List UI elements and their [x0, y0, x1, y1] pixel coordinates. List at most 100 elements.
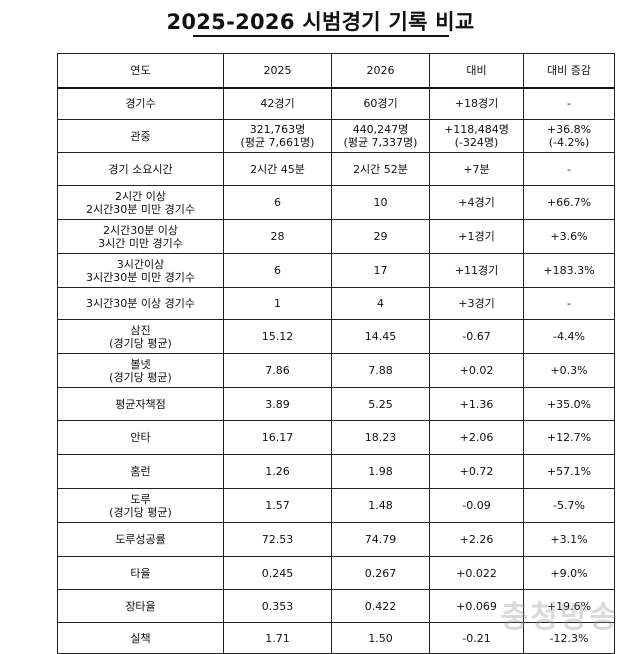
- table-row: 타율 0.245 0.267 +0.022 +9.0%: [57, 556, 615, 590]
- diff-value-cell: +0.72: [429, 454, 524, 489]
- value-2025: 15.12: [261, 330, 294, 343]
- row-label-line-1: 도루: [130, 492, 151, 506]
- change-percent: +35.0%: [546, 397, 592, 411]
- change-percent-cell: -12.3%: [523, 622, 615, 654]
- diff-value: +2.06: [459, 431, 494, 444]
- diff-value: +2.26: [459, 533, 494, 546]
- value-2025: 6: [274, 196, 281, 209]
- value-2026-cell: 4: [331, 287, 430, 320]
- change-percent-cell: +35.0%: [523, 387, 615, 421]
- change-percent: +0.3%: [550, 364, 588, 377]
- value-2025-cell: 15.12: [223, 319, 332, 354]
- row-label: 도루성공률: [115, 533, 166, 546]
- value-2025-cell: 28: [223, 219, 332, 254]
- diff-value: +3경기: [458, 297, 495, 310]
- value-2026-cell: 60경기: [331, 87, 430, 120]
- row-label-cell: 볼넷 (경기당 평균): [57, 353, 224, 388]
- change-percent-cell: +19.6%: [523, 589, 615, 623]
- diff-value: +18경기: [454, 97, 499, 111]
- change-percent: -: [567, 162, 571, 176]
- value-2025-cell: 321,763명 (평균 7,661명): [223, 119, 332, 153]
- value-2026-cell: 0.267: [331, 556, 430, 590]
- row-label-line-1: 2시간30분 이상: [102, 223, 179, 237]
- row-label-line-2: (경기당 평균): [109, 370, 172, 384]
- diff-value: +7분: [463, 162, 490, 176]
- row-label-line-1: 2시간 이상: [115, 189, 166, 203]
- change-percent: +12.7%: [546, 431, 592, 444]
- row-label-line-2: 3시간30분 미만 경기수: [86, 270, 195, 284]
- change-percent: +66.7%: [546, 196, 592, 209]
- value-2026: 14.45: [364, 330, 397, 343]
- row-label-line-2: (경기당 평균): [109, 505, 172, 519]
- diff-value-line-1: +118,484명: [444, 123, 509, 136]
- diff-value-cell: -0.09: [429, 488, 524, 523]
- row-label-cell: 도루성공률: [57, 522, 224, 557]
- value-2025-cell: 1.71: [223, 622, 332, 654]
- value-2025-cell: 1.57: [223, 488, 332, 523]
- change-percent: +183.3%: [543, 264, 595, 277]
- row-label: 실책: [130, 631, 151, 645]
- value-2026: 18.23: [364, 431, 397, 444]
- value-2025-cell: 2시간 45분: [223, 152, 332, 186]
- row-label: 평균자책점: [115, 397, 166, 411]
- value-2025-cell: 1: [223, 287, 332, 320]
- row-label-cell: 삼진 (경기당 평균): [57, 319, 224, 354]
- row-label-cell: 경기수: [57, 87, 224, 120]
- value-2025-cell: 6: [223, 185, 332, 220]
- value-2026: 7.88: [368, 364, 393, 377]
- value-2026: 2시간 52분: [353, 162, 408, 176]
- page-title: 2025-2026 시범경기 기록 비교: [166, 10, 475, 34]
- change-percent: -12.3%: [549, 631, 589, 645]
- value-2025-cell: 16.17: [223, 420, 332, 455]
- value-2026: 10: [373, 196, 388, 209]
- value-2026-cell: 2시간 52분: [331, 152, 430, 186]
- table-row: 2시간30분 이상 3시간 미만 경기수 28 29 +1경기 +3.6%: [57, 219, 615, 254]
- value-2026: 0.267: [364, 566, 397, 580]
- diff-value-cell: +2.26: [429, 522, 524, 557]
- value-2026: 17: [373, 264, 388, 277]
- row-label: 안타: [130, 431, 151, 444]
- diff-value-cell: +7분: [429, 152, 524, 186]
- diff-value-cell: +118,484명 (-324명): [429, 119, 524, 153]
- change-percent: +3.1%: [550, 533, 588, 546]
- value-2025: 2시간 45분: [250, 162, 305, 176]
- value-2025: 1.57: [265, 499, 290, 512]
- diff-value-cell: +4경기: [429, 185, 524, 220]
- row-label-cell: 경기 소요시간: [57, 152, 224, 186]
- table-row: 2시간 이상 2시간30분 미만 경기수 6 10 +4경기 +66.7%: [57, 185, 615, 220]
- table-row: 볼넷 (경기당 평균) 7.86 7.88 +0.02 +0.3%: [57, 353, 615, 388]
- value-2025: 1.71: [265, 631, 290, 645]
- value-2025-cell: 3.89: [223, 387, 332, 421]
- table-row: 3시간이상 3시간30분 미만 경기수 6 17 +11경기 +183.3%: [57, 253, 615, 288]
- diff-value: +0.02: [459, 364, 494, 377]
- change-percent-cell: +3.6%: [523, 219, 615, 254]
- row-label: 경기 소요시간: [108, 162, 173, 176]
- value-2025-line-2: (평균 7,661명): [240, 136, 315, 149]
- value-2026: 1.50: [368, 631, 393, 645]
- header-cell-change: 대비 증감: [523, 53, 615, 89]
- value-2025-cell: 6: [223, 253, 332, 288]
- row-label-cell: 관중: [57, 119, 224, 153]
- change-percent: -5.7%: [553, 499, 585, 512]
- diff-value: -0.21: [462, 631, 491, 645]
- value-2025-cell: 72.53: [223, 522, 332, 557]
- table-row: 도루성공률 72.53 74.79 +2.26 +3.1%: [57, 522, 615, 557]
- value-2026-cell: 5.25: [331, 387, 430, 421]
- value-2025-cell: 0.245: [223, 556, 332, 590]
- diff-value-cell: -0.67: [429, 319, 524, 354]
- diff-value-line-2: (-324명): [454, 136, 499, 149]
- value-2026-cell: 1.50: [331, 622, 430, 654]
- diff-value-cell: +2.06: [429, 420, 524, 455]
- diff-value: +0.72: [459, 465, 494, 478]
- diff-value: +0.022: [456, 566, 497, 580]
- value-2025-cell: 7.86: [223, 353, 332, 388]
- row-label-line-1: 3시간이상: [116, 257, 165, 271]
- row-label-cell: 장타율: [57, 589, 224, 623]
- diff-value: -0.67: [462, 330, 491, 343]
- value-2026-cell: 440,247명 (평균 7,337명): [331, 119, 430, 153]
- value-2026: 0.422: [364, 599, 397, 613]
- row-label-cell: 3시간이상 3시간30분 미만 경기수: [57, 253, 224, 288]
- change-percent-cell: +3.1%: [523, 522, 615, 557]
- value-2026: 4: [377, 297, 384, 310]
- row-label-cell: 도루 (경기당 평균): [57, 488, 224, 523]
